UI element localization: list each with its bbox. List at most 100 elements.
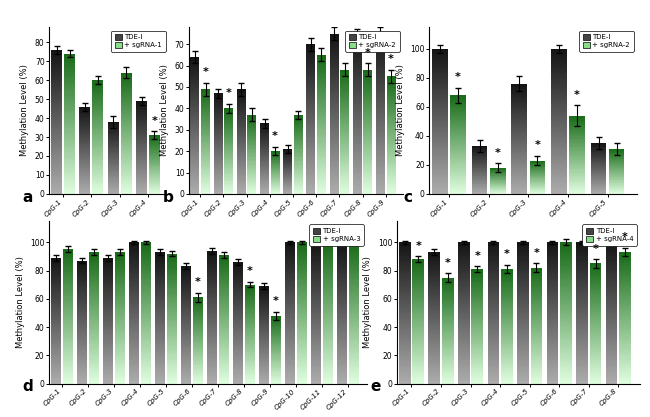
Bar — [551, 141, 567, 143]
Bar — [471, 281, 483, 282]
Bar — [606, 315, 618, 318]
Bar — [283, 179, 292, 180]
Bar — [270, 188, 280, 189]
Bar — [294, 119, 303, 120]
Bar — [501, 363, 513, 364]
Bar — [245, 375, 255, 377]
Bar — [363, 134, 372, 136]
Bar — [155, 364, 165, 366]
Bar — [260, 146, 269, 147]
Bar — [363, 120, 372, 121]
Bar — [140, 374, 151, 377]
Bar — [340, 181, 349, 183]
Bar — [297, 362, 307, 365]
Bar — [207, 342, 217, 344]
Bar — [136, 181, 147, 183]
Bar — [79, 190, 90, 191]
Bar — [192, 352, 203, 354]
Bar — [166, 277, 177, 279]
Bar — [140, 365, 151, 367]
Bar — [591, 192, 606, 193]
Bar — [432, 80, 448, 83]
Bar — [317, 182, 326, 185]
Bar — [294, 141, 303, 143]
Bar — [92, 126, 103, 128]
Bar — [560, 360, 572, 362]
Bar — [551, 184, 567, 187]
Bar — [450, 115, 466, 117]
Bar — [471, 292, 483, 294]
Bar — [297, 296, 307, 299]
Bar — [376, 42, 385, 44]
Bar — [271, 379, 281, 380]
Bar — [207, 277, 217, 279]
Bar — [432, 90, 448, 93]
Bar — [349, 249, 359, 251]
Bar — [501, 298, 513, 300]
Bar — [190, 100, 200, 103]
Bar — [136, 133, 147, 135]
Bar — [192, 364, 203, 365]
Bar — [283, 174, 292, 175]
Bar — [207, 377, 217, 379]
Bar — [92, 173, 103, 175]
Bar — [619, 382, 631, 384]
Bar — [560, 292, 572, 294]
Bar — [560, 365, 572, 367]
Bar — [432, 184, 448, 187]
Bar — [181, 325, 191, 327]
Bar — [471, 286, 483, 288]
Bar — [181, 298, 191, 299]
Bar — [166, 355, 177, 358]
Bar — [166, 325, 177, 327]
Bar — [155, 274, 165, 276]
Bar — [233, 357, 243, 359]
Bar — [512, 93, 527, 95]
Bar — [140, 294, 151, 296]
Bar — [214, 102, 223, 103]
Bar — [77, 379, 87, 382]
Bar — [412, 350, 424, 352]
Bar — [260, 180, 269, 181]
Bar — [233, 339, 243, 341]
Bar — [214, 127, 223, 128]
Bar — [353, 78, 362, 80]
Bar — [270, 169, 280, 170]
Bar — [590, 264, 601, 266]
Bar — [285, 268, 295, 271]
Bar — [517, 351, 528, 353]
Bar — [471, 311, 483, 313]
Bar — [399, 247, 411, 249]
Bar — [363, 113, 372, 116]
Bar — [166, 358, 177, 360]
Bar — [340, 140, 349, 142]
Bar — [432, 165, 448, 167]
Bar — [207, 301, 217, 304]
Bar — [259, 286, 269, 288]
Bar — [201, 98, 210, 100]
Bar — [376, 108, 385, 111]
Bar — [353, 112, 362, 115]
Bar — [432, 56, 448, 58]
Bar — [114, 342, 125, 344]
Bar — [247, 182, 257, 183]
Bar — [259, 371, 269, 372]
Bar — [317, 164, 326, 166]
Bar — [317, 178, 326, 180]
Bar — [576, 353, 588, 355]
Bar — [306, 126, 315, 129]
Bar — [88, 373, 99, 375]
Bar — [376, 92, 385, 95]
Bar — [140, 245, 151, 247]
Bar — [471, 315, 483, 317]
Bar — [428, 307, 440, 309]
Bar — [306, 134, 315, 136]
Bar — [245, 327, 255, 329]
Bar — [259, 317, 269, 319]
Bar — [247, 157, 257, 158]
Bar — [247, 131, 257, 132]
Bar — [619, 300, 631, 303]
Bar — [245, 306, 255, 308]
Bar — [51, 312, 61, 314]
Bar — [283, 191, 292, 192]
